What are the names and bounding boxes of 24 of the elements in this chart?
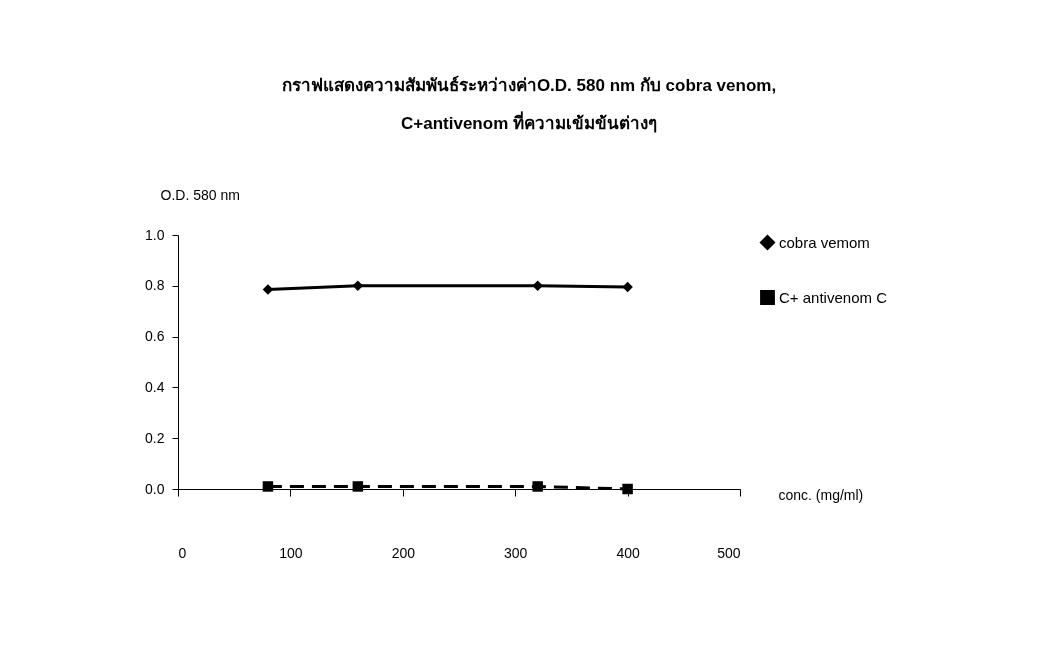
x-tick-label: 0 bbox=[178, 544, 187, 561]
x-tick-label: 500 bbox=[717, 544, 741, 561]
point bbox=[532, 481, 543, 492]
x-tick-label: 200 bbox=[391, 544, 416, 561]
legend-label: C+ antivenom C bbox=[779, 288, 888, 306]
x-tick-label: 400 bbox=[616, 544, 640, 561]
point bbox=[262, 284, 274, 295]
y-tick-label: 0.6 bbox=[145, 328, 165, 345]
point bbox=[532, 280, 543, 292]
chart-title: กราฟแสดงความสัมพันธ์ระหว่างค่าO.D. 580 nm กับ cobra venom, C+antivenom ที่ความเข้มข้นต่างๆ bbox=[281, 75, 777, 133]
y-tick-label: 0.2 bbox=[145, 429, 165, 446]
x-axis-title: conc. (mg/ml) bbox=[778, 486, 864, 503]
point bbox=[352, 481, 364, 492]
y-tick-label: 0.8 bbox=[145, 277, 165, 294]
y-tick-label: 0.4 bbox=[145, 378, 165, 395]
point bbox=[622, 281, 633, 293]
y-tick-label: 0.0 bbox=[145, 480, 165, 497]
x-tick-label: 100 bbox=[279, 544, 303, 561]
y-axis-title: O.D. 580 nm bbox=[160, 186, 240, 203]
point bbox=[262, 481, 274, 492]
y-tick-label: 1.0 bbox=[145, 226, 165, 243]
point bbox=[622, 483, 633, 495]
x-tick-label: 300 bbox=[504, 544, 528, 561]
legend-label: cobra vemom bbox=[779, 233, 870, 251]
